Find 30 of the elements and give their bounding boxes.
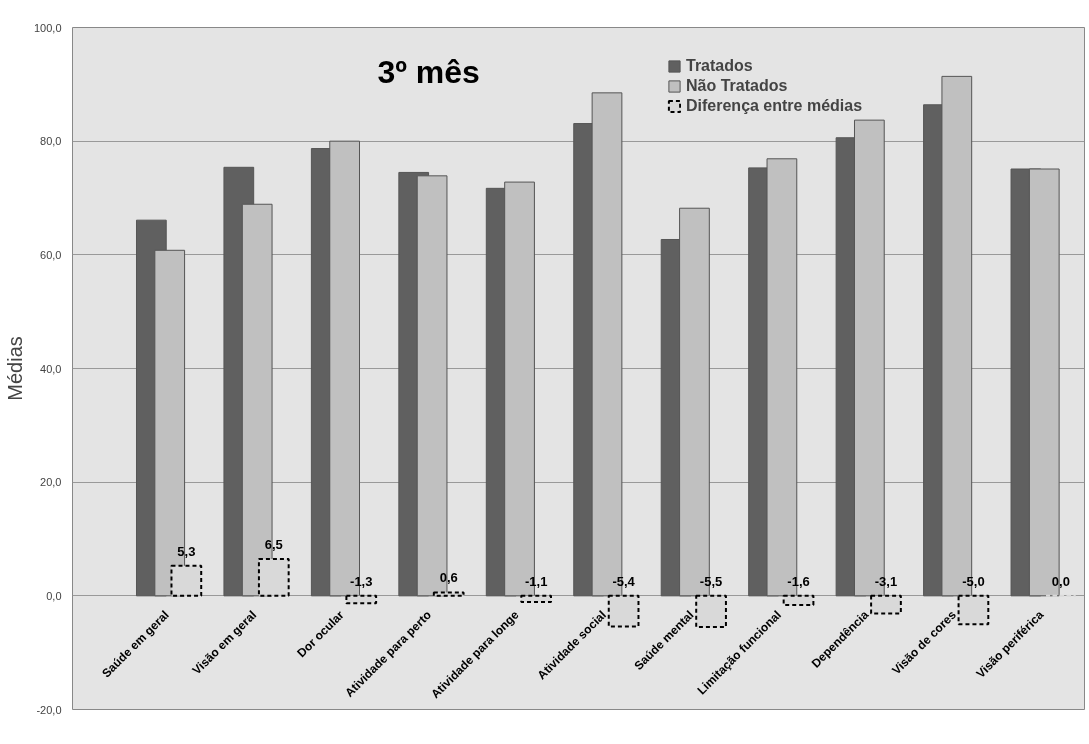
y-tick-label: 40,0 bbox=[40, 362, 62, 375]
y-tick-label: 0,0 bbox=[46, 589, 62, 602]
bar bbox=[957, 594, 990, 626]
text: 3º mês bbox=[377, 53, 480, 90]
y-tick-label: 20,0 bbox=[40, 476, 62, 489]
bar bbox=[432, 591, 465, 597]
data-label: -1,6 bbox=[787, 573, 810, 589]
data-label: 6,5 bbox=[264, 536, 283, 552]
y-tick-label: 100,0 bbox=[33, 21, 62, 34]
bar bbox=[695, 594, 727, 629]
legend-label: Tratados bbox=[686, 57, 753, 75]
data-label: 0,0 bbox=[1051, 573, 1070, 589]
bar bbox=[257, 557, 290, 597]
y-tick-label: 60,0 bbox=[40, 248, 62, 261]
legend-label: Não Tratados bbox=[686, 77, 788, 95]
bar bbox=[870, 594, 902, 615]
bar bbox=[170, 564, 203, 597]
y-axis-title: Médias bbox=[3, 336, 26, 401]
bar bbox=[782, 594, 815, 606]
data-label: -5,5 bbox=[699, 573, 723, 589]
data-label: -5,0 bbox=[962, 573, 985, 589]
bar bbox=[607, 594, 640, 628]
bar bbox=[520, 594, 553, 604]
bar bbox=[345, 594, 378, 605]
legend-label: Diferença entre médias bbox=[686, 97, 863, 115]
data-label: 0,6 bbox=[439, 570, 458, 586]
y-tick-label: 80,0 bbox=[40, 135, 62, 148]
data-label: -5,4 bbox=[612, 573, 636, 589]
y-tick-label: -20,0 bbox=[36, 703, 62, 716]
data-label: -3,1 bbox=[874, 573, 898, 589]
